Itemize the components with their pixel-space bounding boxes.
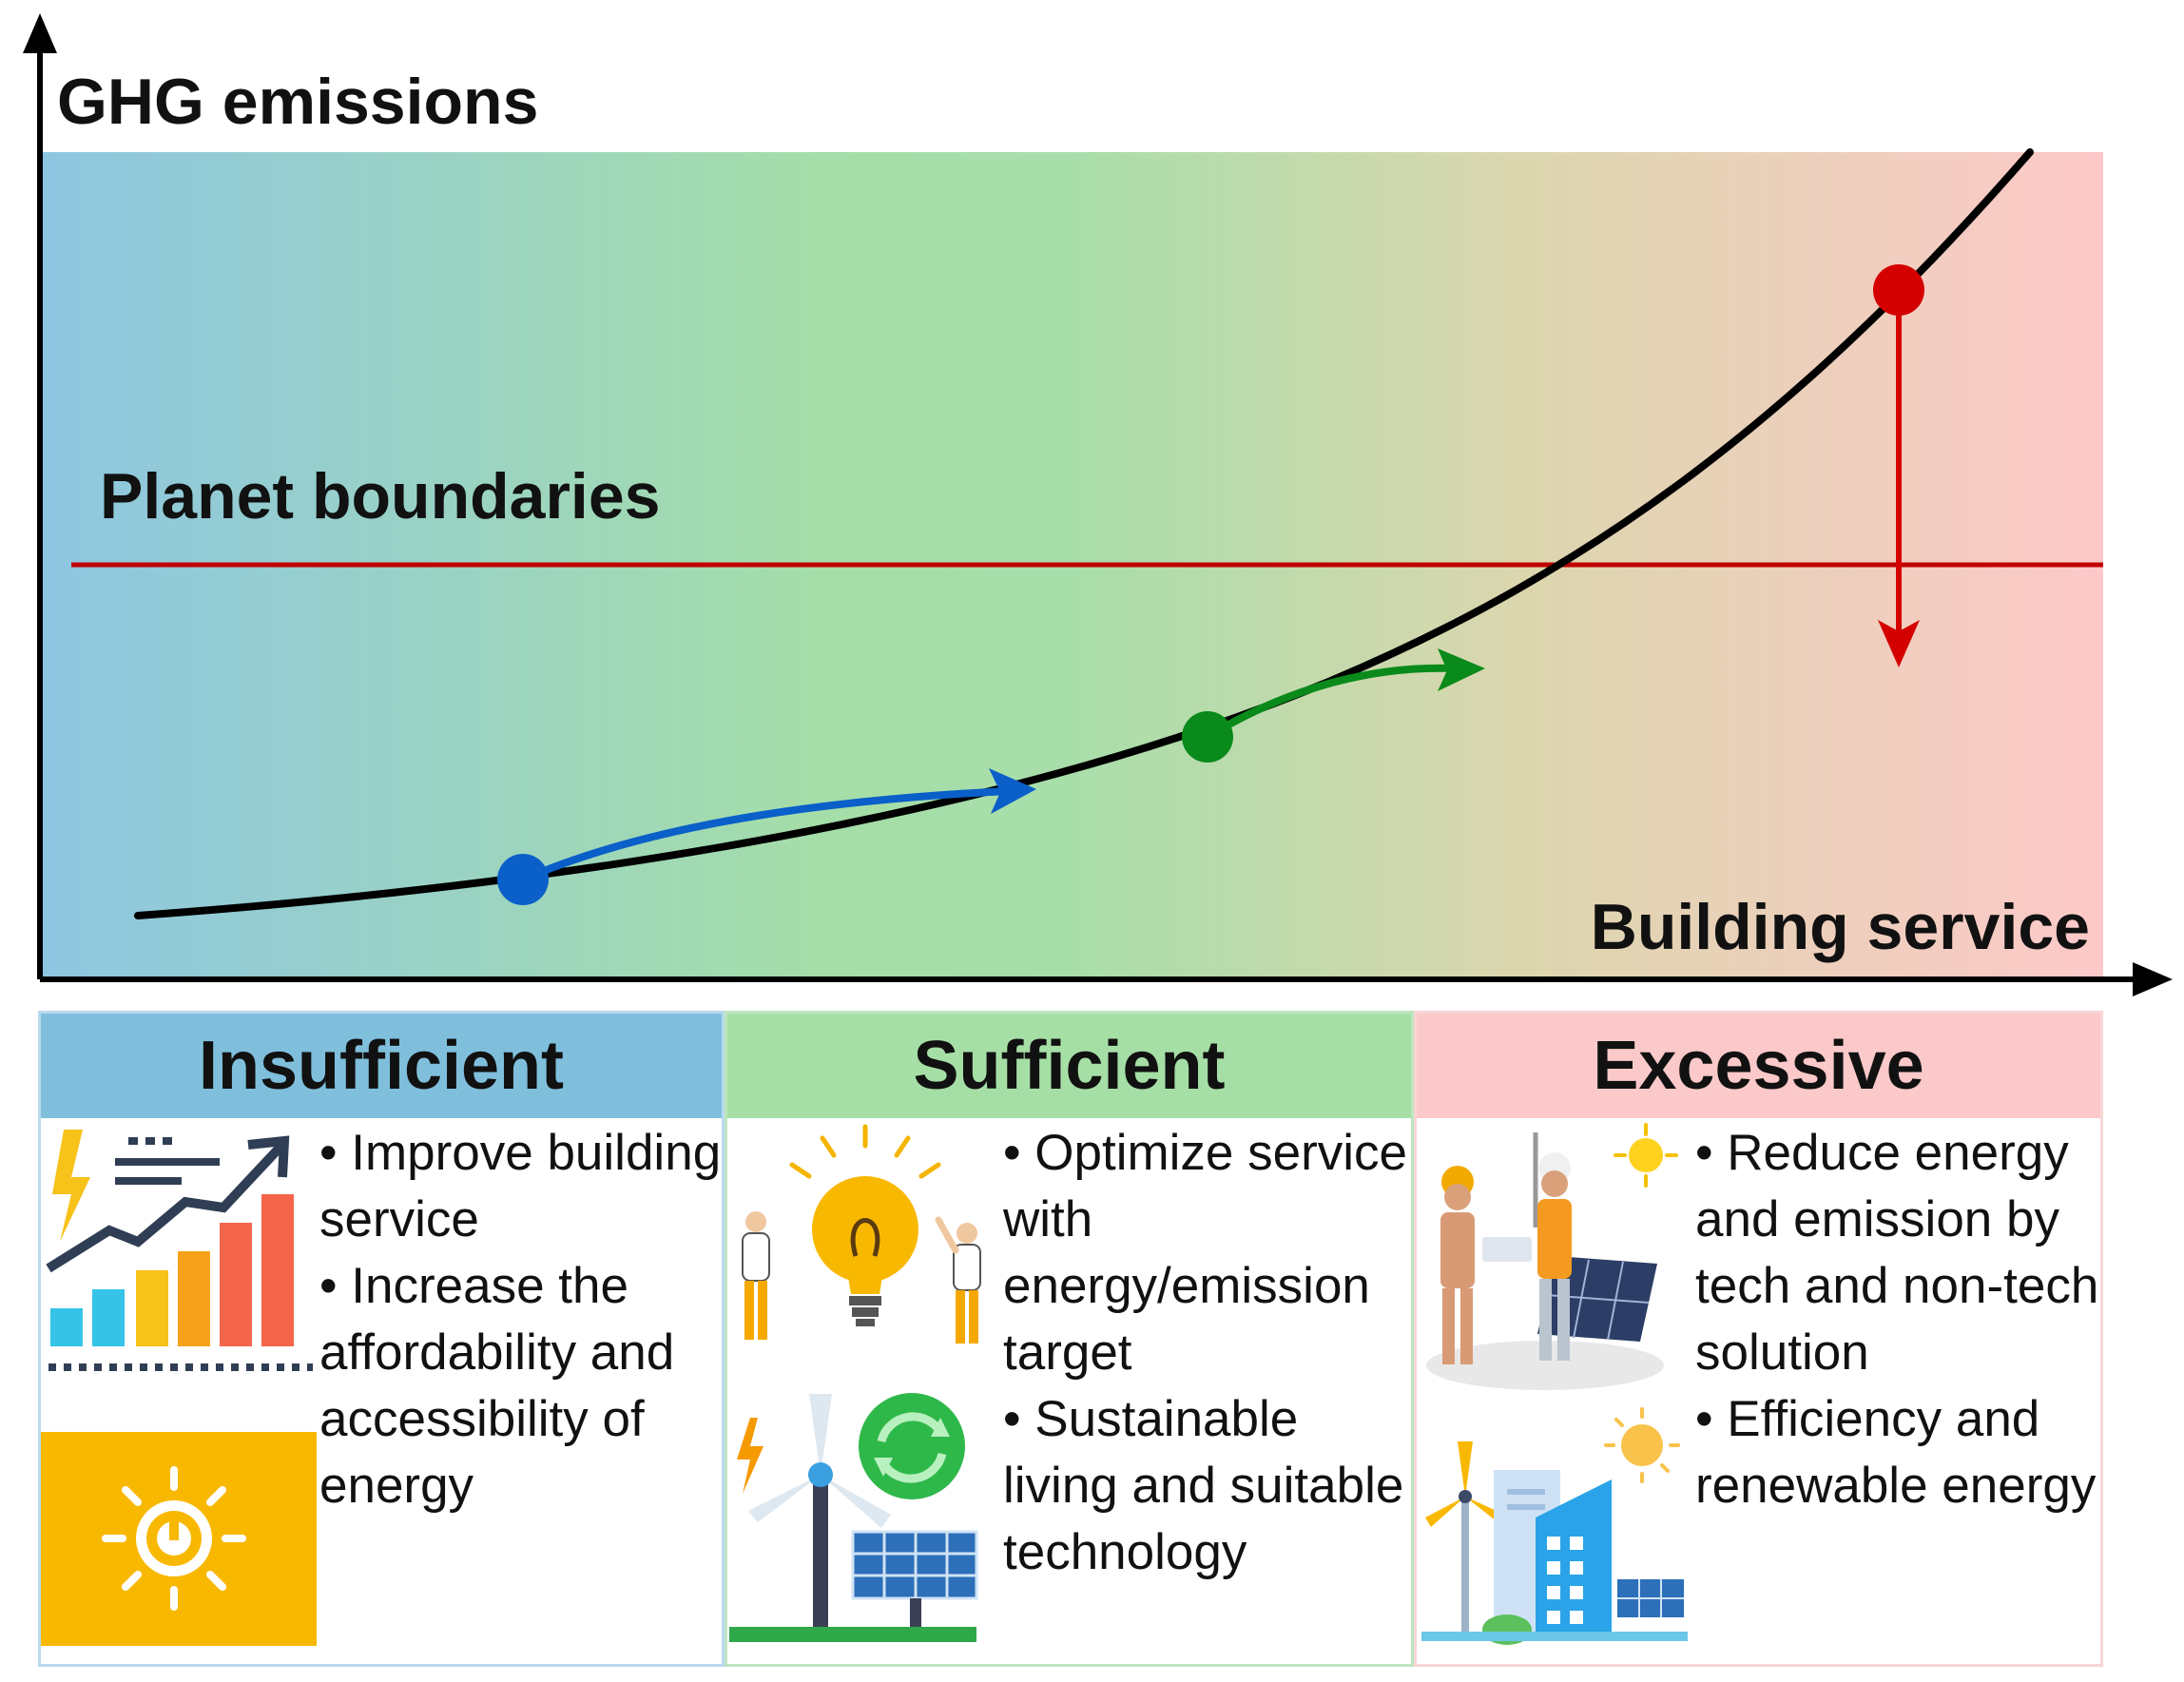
insufficient-bullet: Improve building service <box>319 1120 722 1253</box>
insufficient-point <box>497 854 549 905</box>
insufficient-panel: Insufficient <box>38 1011 725 1667</box>
wind-solar-renewable-icon <box>729 1393 978 1642</box>
growth-bar-chart-icon <box>46 1130 313 1371</box>
excessive-bullet: Efficiency and renewable energy <box>1695 1386 2100 1519</box>
emissions-diagram: GHG emissions Building service Planet bo… <box>23 13 2173 996</box>
green-city-icon <box>1421 1407 1688 1645</box>
insufficient-arrow <box>521 787 1009 883</box>
planet-boundaries-label: Planet boundaries <box>100 460 660 532</box>
excessive-panel: Excessive <box>1414 1011 2103 1667</box>
x-axis-arrowhead <box>2133 962 2173 996</box>
solar-power-icon <box>41 1432 317 1646</box>
sufficient-bullet: Optimize service with energy/emission ta… <box>1003 1120 1411 1386</box>
sufficient-panel: Sufficient <box>725 1011 1414 1667</box>
insufficient-title: Insufficient <box>41 1014 722 1118</box>
lightbulb-idea-icon <box>742 1124 981 1344</box>
excessive-arrowhead <box>1878 620 1920 667</box>
excessive-bullet: Reduce energy and emission by tech and n… <box>1695 1120 2100 1386</box>
sufficient-point <box>1182 711 1233 763</box>
excessive-title: Excessive <box>1417 1014 2100 1118</box>
excessive-point <box>1873 264 1924 316</box>
sufficient-title: Sufficient <box>727 1014 1411 1118</box>
insufficient-arrowhead <box>989 768 1036 814</box>
sufficient-arrow <box>1205 664 1456 741</box>
insufficient-bullet: Increase the affordability and accessibi… <box>319 1253 722 1519</box>
sufficient-arrowhead <box>1438 648 1485 691</box>
x-axis-label: Building service <box>1591 891 2090 963</box>
solar-workers-icon <box>1426 1123 1678 1390</box>
y-axis-arrowhead <box>23 13 57 53</box>
y-axis-label: GHG emissions <box>57 66 538 138</box>
sufficient-bullet: Sustainable living and suitable technolo… <box>1003 1386 1411 1586</box>
